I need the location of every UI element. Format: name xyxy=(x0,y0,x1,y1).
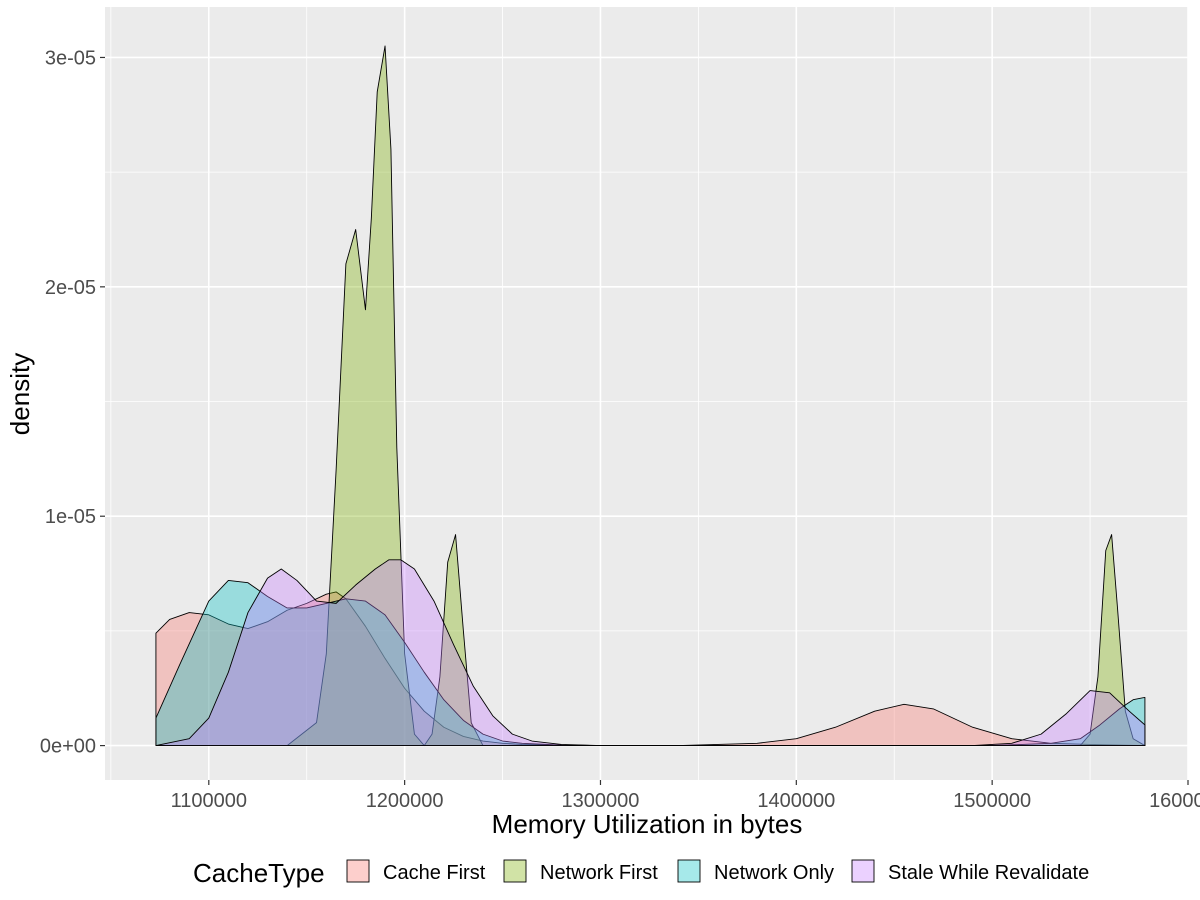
x-tick-label: 1200000 xyxy=(366,790,444,812)
y-tick-label: 0e+00 xyxy=(40,736,96,758)
density-areas xyxy=(155,45,1146,747)
legend-key-cache-first xyxy=(346,859,370,883)
legend-title: CacheType xyxy=(193,858,325,888)
x-tick-label: 1500000 xyxy=(953,790,1031,812)
x-tick-label: 1300000 xyxy=(562,790,640,812)
density-area-network-first xyxy=(155,45,1146,747)
x-axis-title: Memory Utilization in bytes xyxy=(492,809,803,839)
x-tick-label: 1400000 xyxy=(757,790,835,812)
legend-key-stale-while-revalidate xyxy=(851,859,875,883)
legend-key-network-only xyxy=(677,859,701,883)
density-area-cache-first xyxy=(155,591,1146,747)
y-axis-title: density xyxy=(5,353,35,435)
density-area-network-only xyxy=(155,579,1146,747)
legend-label-network-only: Network Only xyxy=(714,862,834,884)
legend-label-network-first: Network First xyxy=(540,862,658,884)
y-tick-label: 3e-05 xyxy=(45,47,96,69)
density-area-stale-while-revalidate xyxy=(155,559,1146,747)
legend-label-stale-while-revalidate: Stale While Revalidate xyxy=(888,862,1089,884)
panel-background xyxy=(105,7,1188,780)
legend-key-network-first xyxy=(503,859,527,883)
x-tick-label: 1100000 xyxy=(171,790,247,812)
y-tick-label: 2e-05 xyxy=(45,277,96,299)
x-tick-label: 1600000 xyxy=(1149,790,1200,812)
y-tick-label: 1e-05 xyxy=(45,506,96,528)
legend-label-cache-first: Cache First xyxy=(383,862,486,884)
x-axis-ticks: 1100000 1200000 1300000 1400000 1500000 16000… xyxy=(171,780,1200,812)
legend: CacheType Cache First Network First Networ… xyxy=(193,858,1089,888)
y-axis-ticks: 0e+00 1e-05 2e-05 3e-05 xyxy=(40,47,105,758)
